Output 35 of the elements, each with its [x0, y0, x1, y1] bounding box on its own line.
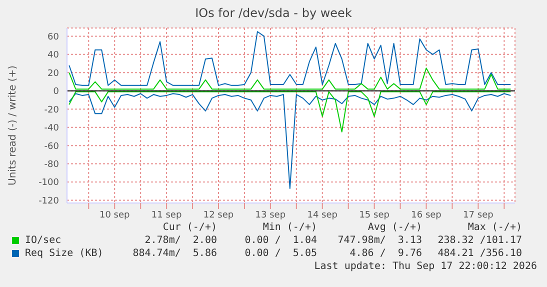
x-tick-label: 12 sep — [203, 210, 234, 220]
text: Cur (-/+) — [162, 222, 217, 233]
y-tick-label: -80 — [44, 160, 60, 170]
legend-label: IO/sec — [24, 235, 62, 246]
y-tick-label: -60 — [44, 142, 60, 152]
text: 2.78m/ 2.00 — [144, 235, 217, 246]
y-tick-label: -120 — [38, 196, 60, 206]
text: 4.86 / 9.76 — [348, 248, 422, 259]
chart-title: IOs for /dev/sda - by week — [194, 6, 353, 20]
text: 238.32 /101.17 — [436, 235, 522, 246]
text: 747.98m/ 3.13 — [336, 235, 422, 246]
text: 0.00 / 1.04 — [244, 235, 317, 246]
x-tick-label: 10 sep — [99, 210, 130, 220]
x-tick-label: 15 sep — [359, 210, 390, 220]
x-tick-label: 11 sep — [151, 210, 182, 220]
text: Last update: Thu Sep 17 22:00:12 2026 — [313, 261, 538, 272]
y-tick-label: 0 — [53, 87, 60, 98]
text: Min (-/+) — [262, 222, 317, 233]
text: 0.00 / 5.05 — [244, 248, 317, 259]
text: Avg (-/+) — [366, 222, 422, 233]
text: Max (-/+) — [466, 222, 522, 233]
y-tick-label: -100 — [38, 178, 60, 188]
legend-label: Req Size (KB) — [24, 248, 104, 259]
text: 484.21 /356.10 — [436, 248, 522, 259]
y-tick-label: 20 — [48, 68, 60, 79]
y-axis-title: Units read (-) / write (+) — [8, 65, 19, 186]
text: 884.74m/ 5.86 — [132, 248, 217, 259]
x-tick-label: 17 sep — [463, 210, 494, 220]
x-tick-label: 16 sep — [411, 210, 442, 220]
y-tick-label: -40 — [44, 124, 60, 134]
y-tick-label: 40 — [48, 50, 60, 61]
y-tick-label: 60 — [48, 32, 60, 42]
y-tick-label: -20 — [44, 105, 60, 116]
x-tick-label: 13 sep — [255, 210, 286, 220]
x-tick-label: 14 sep — [307, 210, 338, 220]
